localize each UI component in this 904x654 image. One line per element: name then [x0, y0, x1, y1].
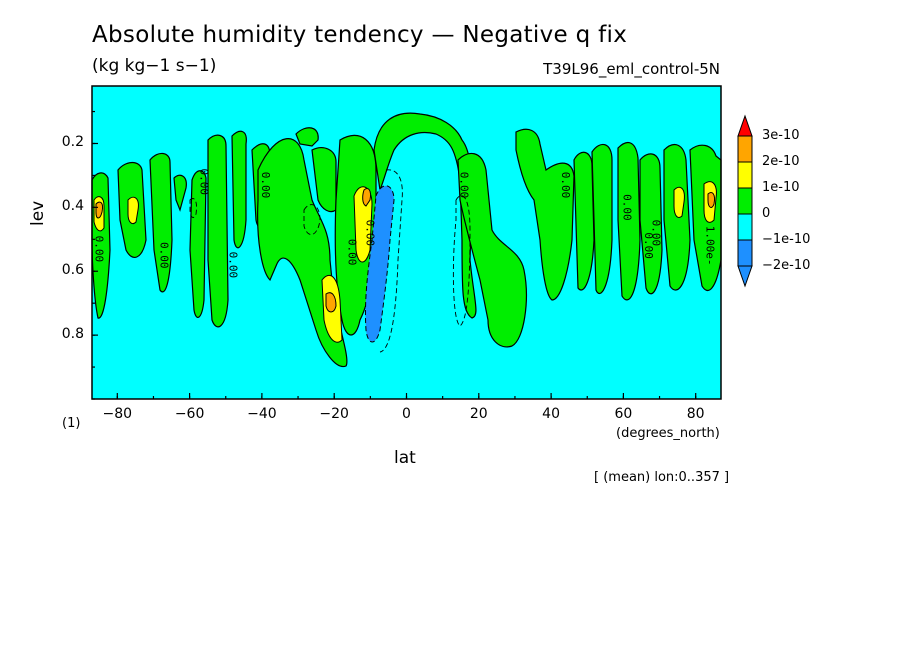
run-name: T39L96_eml_control-5N: [543, 60, 720, 78]
colorbar-label: 3e-10: [762, 128, 800, 143]
x-tick-label: 80: [686, 406, 705, 422]
colorbar-label: −2e-10: [762, 258, 811, 273]
contour-label: 0.00: [364, 220, 377, 247]
x-tick-label: 0: [402, 406, 411, 422]
y-tick-label: 0.4: [61, 198, 84, 215]
colorbar-label: 0: [762, 206, 771, 221]
y-tick-label: 0.6: [61, 262, 84, 279]
colorbar-extend-bottom: [737, 265, 753, 288]
contour-label: 0.00: [620, 194, 633, 221]
contour-label: 0.00: [259, 172, 272, 199]
level-note: (1): [62, 416, 81, 431]
x-tick-label: −80: [102, 406, 133, 422]
contour-label: 0.00: [559, 172, 572, 199]
mean-note: [ (mean) lon:0..357 ]: [594, 470, 730, 485]
y-tick-label: 0.8: [61, 326, 84, 343]
contour-label: 0.00: [649, 220, 662, 247]
colorbar-extend-top: [737, 114, 753, 137]
x-axis-label: lat: [394, 448, 416, 468]
colorbar-segment: [737, 135, 753, 163]
colorbar-segment: [737, 213, 753, 241]
chart-units: (kg kg−1 s−1): [92, 56, 217, 76]
colorbar-segment: [737, 187, 753, 215]
contour-label: 0.00: [642, 232, 655, 259]
axis-ticks: [92, 110, 697, 400]
contour-label: 0.00: [346, 239, 359, 266]
colorbar-label: 2e-10: [762, 154, 800, 169]
colorbar-segment: [737, 239, 753, 267]
colorbar-segment: [737, 161, 753, 189]
colorbar-label: 1e-10: [762, 180, 800, 195]
contour-labels: 0.00 0.00 0.000.00 0.000.000.000.00 0.000.00…: [93, 169, 717, 279]
contour-label: 0.00: [197, 169, 210, 196]
negative-region-2: [364, 185, 395, 343]
x-tick-label: −60: [174, 406, 205, 422]
y-tick-label: 0.2: [61, 134, 84, 151]
x-tick-label: 40: [542, 406, 560, 422]
positive-region-2: [93, 181, 717, 343]
colorbar-label: −1e-10: [762, 232, 811, 247]
contour-label: 1.00e-: [704, 226, 717, 266]
contour-label: 0.00: [158, 242, 171, 269]
x-tick-label: 20: [469, 406, 488, 422]
colorbar: [737, 114, 753, 288]
x-axis-units: (degrees_north): [616, 426, 720, 441]
contour-label: 0.00: [458, 172, 471, 199]
contour-label: 0.00: [93, 236, 106, 263]
dashed-contours: [189, 169, 471, 353]
x-tick-label: 60: [614, 406, 633, 422]
positive-region-3: [95, 187, 715, 313]
contour-label: 0.00: [226, 252, 239, 279]
chart-title: Absolute humidity tendency — Negative q …: [92, 22, 628, 48]
x-tick-label: −20: [319, 406, 349, 422]
x-tick-label: −40: [247, 406, 277, 422]
